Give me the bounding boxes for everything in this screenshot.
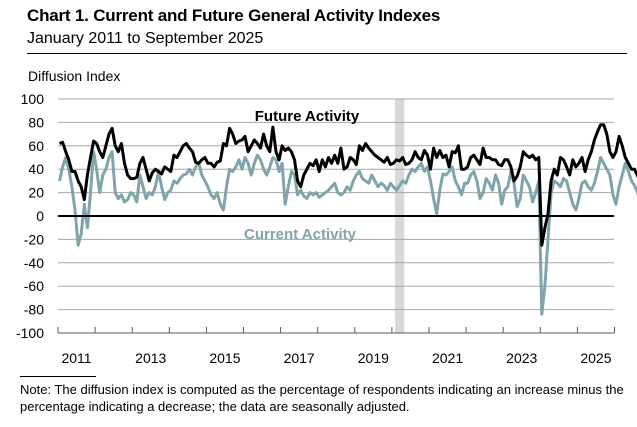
x-tick-label: 2015: [209, 350, 240, 366]
y-tick-label: 80: [28, 114, 44, 130]
x-tick-label: 2011: [61, 350, 91, 366]
x-tick-label: 2013: [135, 350, 166, 366]
y-tick-labels: 100 80 60 40 20 0 -20 -40 -60 -80 -100: [16, 91, 44, 341]
y-tick-label: 60: [28, 138, 44, 154]
y-tick-label: 0: [36, 208, 44, 224]
y-tick-label: -40: [24, 255, 44, 271]
chart-title: Chart 1. Current and Future General Acti…: [27, 6, 441, 25]
title-divider: [27, 53, 627, 54]
future-activity-line: [58, 123, 637, 247]
footnote: Note: The diffusion index is computed as…: [20, 382, 624, 414]
x-tick-label: 2025: [580, 350, 611, 366]
x-tick-label: 2019: [358, 350, 389, 366]
gridlines: [58, 98, 614, 311]
series-lines: [58, 123, 637, 316]
y-tick-label: 20: [28, 185, 44, 201]
y-tick-label: -80: [24, 302, 44, 318]
future-activity-label: Future Activity: [255, 108, 360, 125]
x-tick-label: 2021: [432, 350, 463, 366]
chart-subtitle: January 2011 to September 2025: [27, 30, 264, 47]
y-tick-label: -20: [24, 231, 44, 247]
annotations: Future Activity Current Activity: [244, 108, 360, 243]
y-axis-label: Diffusion Index: [28, 68, 121, 84]
y-tick-label: 40: [28, 161, 44, 177]
note-divider: [20, 376, 96, 377]
current-activity-line: [58, 150, 637, 316]
y-tick-label: -100: [16, 325, 44, 341]
y-tick-label: 100: [21, 91, 45, 107]
x-axis: 2011 2013 2015 2017 2019 2021 2023 2025: [57, 327, 615, 366]
x-tick-label: 2023: [506, 350, 537, 366]
y-tick-label: -60: [24, 278, 44, 294]
x-tick-label: 2017: [284, 350, 315, 366]
current-activity-label: Current Activity: [244, 226, 357, 243]
